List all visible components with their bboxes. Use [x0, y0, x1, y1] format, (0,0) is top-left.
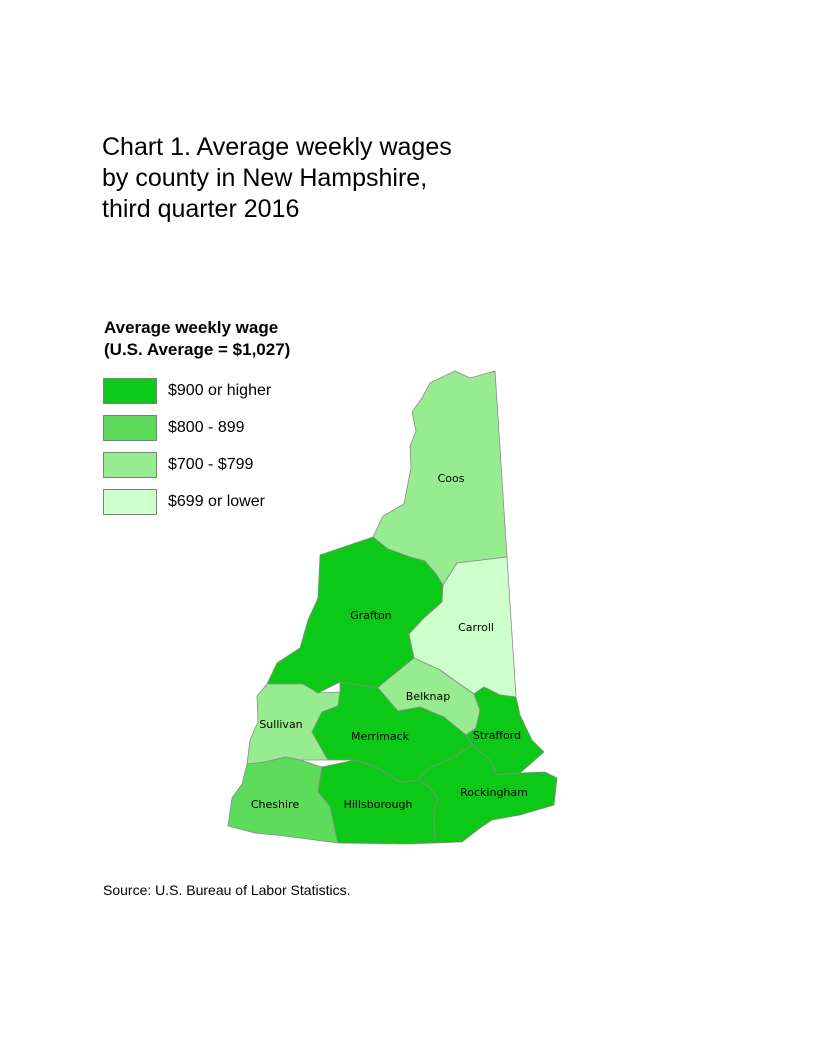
county-sullivan [246, 683, 341, 765]
legend-label: $900 or higher [168, 382, 272, 399]
legend-subtitle: (U.S. Average = $1,027) [104, 340, 291, 359]
chart-title: Chart 1. Average weekly wages by county … [102, 132, 542, 225]
county-label-carroll: Carroll [458, 621, 494, 634]
legend-title: Average weekly wage [104, 318, 279, 337]
county-label-belknap: Belknap [406, 690, 450, 703]
county-rockingham [417, 744, 558, 844]
county-label-strafford: Strafford [473, 729, 521, 742]
legend-swatch [103, 452, 157, 478]
county-label-merrimack: Merrimack [351, 730, 410, 743]
legend-item-900-or-higher: $900 or higher [103, 378, 323, 415]
legend-item-800-899: $800 - 899 [103, 415, 323, 452]
county-label-cheshire: Cheshire [251, 798, 299, 811]
county-label-grafton: Grafton [350, 609, 392, 622]
legend: $900 or higher $800 - 899 $700 - $799 $6… [103, 378, 323, 526]
county-label-sullivan: Sullivan [259, 718, 302, 731]
legend-label: $800 - 899 [168, 419, 245, 436]
legend-swatch [103, 378, 157, 404]
county-label-hillsborough: Hillsborough [344, 798, 413, 811]
legend-item-699-or-lower: $699 or lower [103, 489, 323, 526]
legend-swatch [103, 489, 157, 515]
county-label-coos: Coos [438, 472, 465, 485]
chart-title-line-3: third quarter 2016 [102, 195, 300, 223]
legend-heading: Average weekly wage (U.S. Average = $1,0… [104, 317, 290, 361]
source-note: Source: U.S. Bureau of Labor Statistics. [103, 882, 351, 898]
chart-title-line-2: by county in New Hampshire, [102, 164, 428, 192]
legend-label: $699 or lower [168, 493, 265, 510]
county-label-rockingham: Rockingham [460, 786, 528, 799]
legend-swatch [103, 415, 157, 441]
legend-item-700-799: $700 - $799 [103, 452, 323, 489]
legend-label: $700 - $799 [168, 456, 254, 473]
chart-title-line-1: Chart 1. Average weekly wages [102, 133, 452, 161]
